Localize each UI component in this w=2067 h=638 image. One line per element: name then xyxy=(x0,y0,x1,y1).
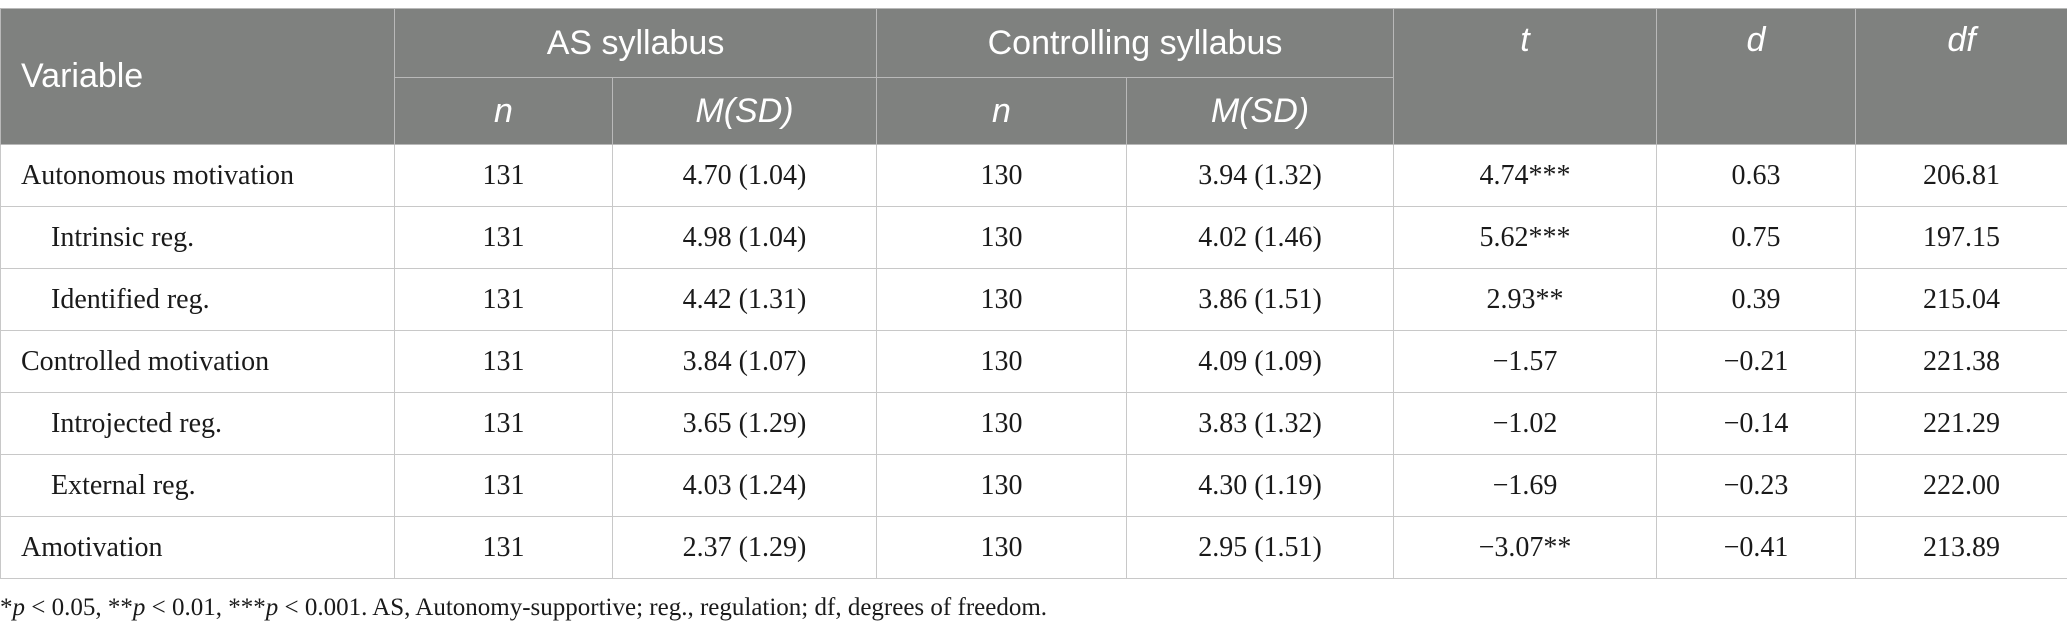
as-n-cell: 131 xyxy=(394,330,613,393)
df-cell: 197.15 xyxy=(1855,206,2067,269)
controlling-msd-cell: 3.86 (1.51) xyxy=(1126,268,1395,331)
controlling-n-cell: 130 xyxy=(876,268,1128,331)
header-d: d xyxy=(1656,8,1857,145)
footnote-text: < 0.001. AS, Autonomy-supportive; reg., … xyxy=(278,594,1048,621)
df-cell: 206.81 xyxy=(1855,144,2067,207)
controlling-msd-cell: 2.95 (1.51) xyxy=(1126,516,1395,579)
as-n-cell: 131 xyxy=(394,454,613,517)
controlling-n-cell: 130 xyxy=(876,144,1128,207)
controlling-msd-cell: 3.94 (1.32) xyxy=(1126,144,1395,207)
header-as-n: n xyxy=(394,77,613,145)
as-msd-cell: 4.42 (1.31) xyxy=(611,268,878,331)
row-label: Autonomous motivation xyxy=(0,144,395,207)
d-cell: 0.39 xyxy=(1656,268,1857,331)
row-label: Introjected reg. xyxy=(0,392,395,455)
header-t: t xyxy=(1393,8,1658,145)
footnote-p: p xyxy=(132,594,146,621)
as-msd-cell: 2.37 (1.29) xyxy=(611,516,878,579)
as-n-cell: 131 xyxy=(394,144,613,207)
header-controlling-syllabus: Controlling syllabus xyxy=(876,8,1395,78)
controlling-msd-cell: 4.09 (1.09) xyxy=(1126,330,1395,393)
row-label: External reg. xyxy=(0,454,395,517)
df-cell: 222.00 xyxy=(1855,454,2067,517)
as-msd-cell: 3.84 (1.07) xyxy=(611,330,878,393)
d-cell: 0.75 xyxy=(1656,206,1857,269)
table-row: Controlled motivation 131 3.84 (1.07) 13… xyxy=(0,330,2067,393)
d-cell: −0.21 xyxy=(1656,330,1857,393)
d-cell: −0.23 xyxy=(1656,454,1857,517)
table-row: Introjected reg. 131 3.65 (1.29) 130 3.8… xyxy=(0,392,2067,455)
d-cell: 0.63 xyxy=(1656,144,1857,207)
row-label: Controlled motivation xyxy=(0,330,395,393)
as-msd-cell: 4.98 (1.04) xyxy=(611,206,878,269)
t-cell: 4.74*** xyxy=(1393,144,1658,207)
table-footnote: *p < 0.05, **p < 0.01, ***p < 0.001. AS,… xyxy=(0,594,1047,622)
footnote-text: < 0.05, ** xyxy=(25,594,133,621)
header-as-msd: M(SD) xyxy=(611,77,878,145)
controlling-msd-cell: 4.30 (1.19) xyxy=(1126,454,1395,517)
table-row: Amotivation 131 2.37 (1.29) 130 2.95 (1.… xyxy=(0,516,2067,579)
as-n-cell: 131 xyxy=(394,392,613,455)
as-n-cell: 131 xyxy=(394,268,613,331)
df-cell: 221.29 xyxy=(1855,392,2067,455)
controlling-n-cell: 130 xyxy=(876,206,1128,269)
header-controlling-n: n xyxy=(876,77,1128,145)
t-cell: −3.07** xyxy=(1393,516,1658,579)
as-msd-cell: 4.03 (1.24) xyxy=(611,454,878,517)
footnote-p: p xyxy=(12,594,26,621)
as-n-cell: 131 xyxy=(394,206,613,269)
table-row: Intrinsic reg. 131 4.98 (1.04) 130 4.02 … xyxy=(0,206,2067,269)
footnote-text: < 0.01, *** xyxy=(145,594,266,621)
header-variable: Variable xyxy=(0,8,395,145)
as-msd-cell: 3.65 (1.29) xyxy=(611,392,878,455)
header-controlling-msd: M(SD) xyxy=(1126,77,1395,145)
table-row: Identified reg. 131 4.42 (1.31) 130 3.86… xyxy=(0,268,2067,331)
row-label: Identified reg. xyxy=(0,268,395,331)
d-cell: −0.41 xyxy=(1656,516,1857,579)
as-msd-cell: 4.70 (1.04) xyxy=(611,144,878,207)
results-table: Variable AS syllabus Controlling syllabu… xyxy=(0,8,2067,579)
table-row: External reg. 131 4.03 (1.24) 130 4.30 (… xyxy=(0,454,2067,517)
controlling-n-cell: 130 xyxy=(876,516,1128,579)
as-n-cell: 131 xyxy=(394,516,613,579)
t-cell: 2.93** xyxy=(1393,268,1658,331)
row-label: Intrinsic reg. xyxy=(0,206,395,269)
controlling-n-cell: 130 xyxy=(876,330,1128,393)
df-cell: 221.38 xyxy=(1855,330,2067,393)
df-cell: 213.89 xyxy=(1855,516,2067,579)
df-cell: 215.04 xyxy=(1855,268,2067,331)
table-row: Autonomous motivation 131 4.70 (1.04) 13… xyxy=(0,144,2067,207)
t-cell: 5.62*** xyxy=(1393,206,1658,269)
controlling-msd-cell: 4.02 (1.46) xyxy=(1126,206,1395,269)
controlling-n-cell: 130 xyxy=(876,454,1128,517)
footnote-p: p xyxy=(265,594,279,621)
header-as-syllabus: AS syllabus xyxy=(393,8,878,78)
row-label: Amotivation xyxy=(0,516,395,579)
t-cell: −1.02 xyxy=(1393,392,1658,455)
controlling-n-cell: 130 xyxy=(876,392,1128,455)
footnote-symbol: * xyxy=(0,594,13,621)
controlling-msd-cell: 3.83 (1.32) xyxy=(1126,392,1395,455)
t-cell: −1.69 xyxy=(1393,454,1658,517)
header-df: df xyxy=(1855,8,2067,145)
d-cell: −0.14 xyxy=(1656,392,1857,455)
t-cell: −1.57 xyxy=(1393,330,1658,393)
